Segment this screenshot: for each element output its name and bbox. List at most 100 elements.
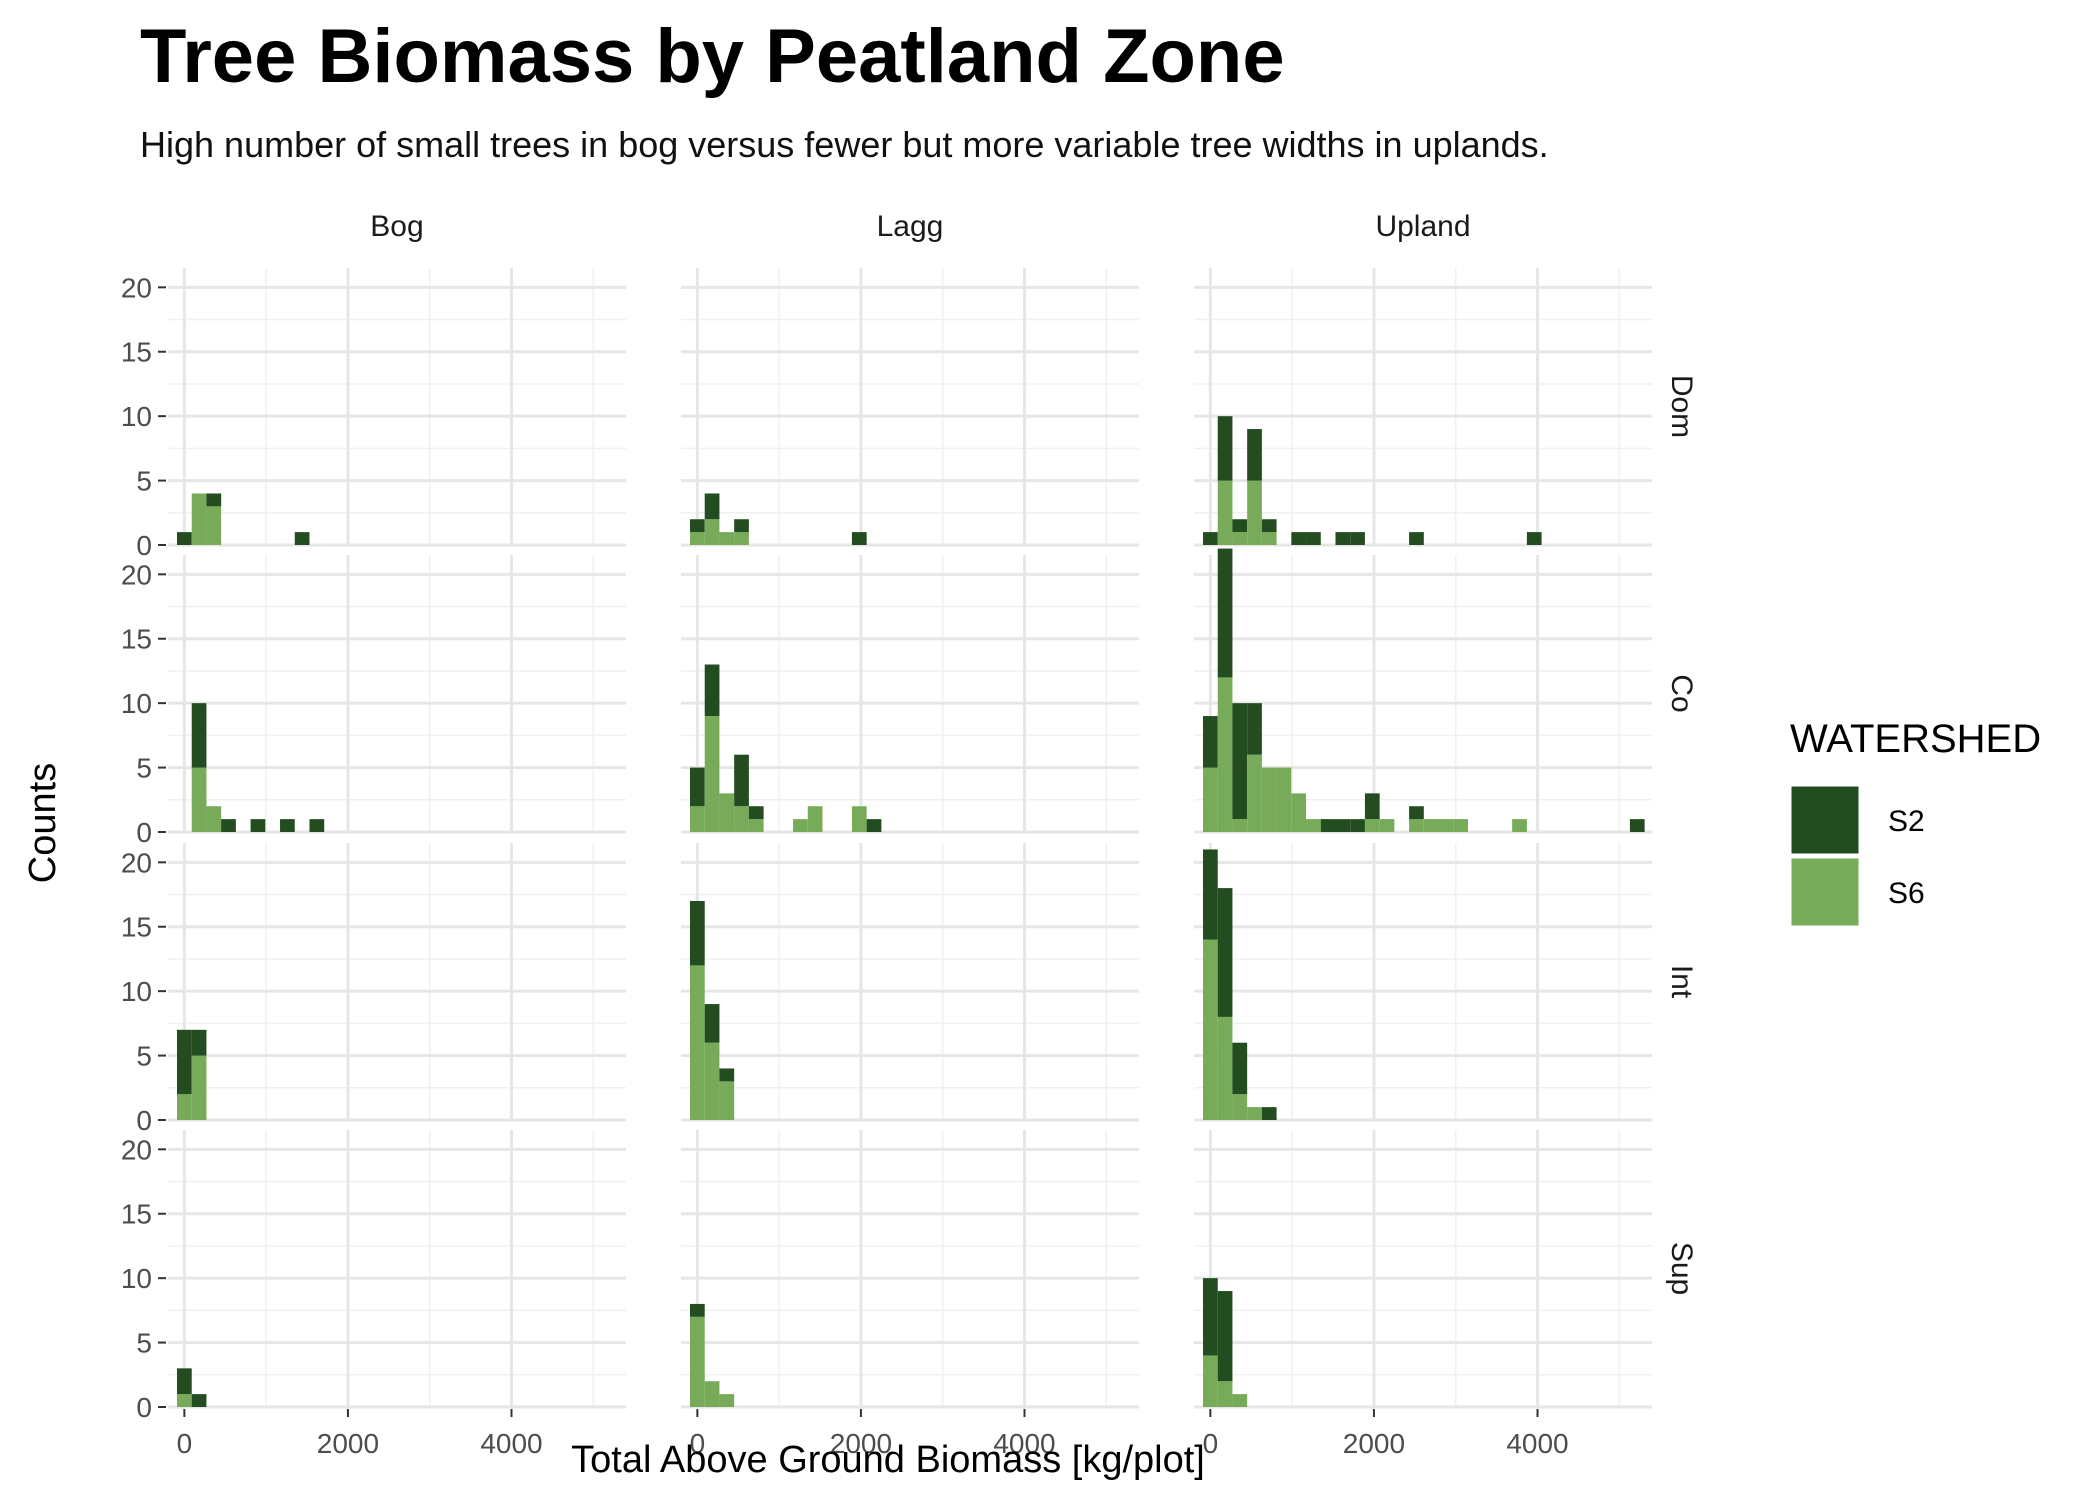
bar-s2: [1409, 806, 1424, 820]
y-tick-label: 0: [136, 817, 152, 848]
bar-s6: [1261, 532, 1277, 545]
bar-s2: [1247, 429, 1262, 481]
bar-s2: [250, 819, 266, 832]
bar-s6: [689, 532, 705, 545]
bar-s2: [176, 1029, 192, 1095]
bar-s2: [1232, 703, 1248, 820]
bar-s6: [1276, 767, 1292, 832]
panel-dom-upland: [1194, 268, 1652, 547]
bar-s2: [1350, 532, 1365, 545]
bar-s6: [1364, 819, 1380, 832]
bar-s2: [191, 703, 207, 768]
bar-s2: [1232, 519, 1248, 533]
bar-s6: [1423, 819, 1439, 832]
legend: WATERSHED S2 S6: [1788, 717, 2041, 929]
bar-s6: [1232, 1394, 1248, 1407]
bar-s2: [1364, 793, 1380, 820]
y-tick-label: 0: [136, 1392, 152, 1423]
bar-s6: [1247, 754, 1262, 832]
bar-s2: [1217, 416, 1233, 481]
bar-s2: [851, 532, 867, 545]
bar-s6: [1409, 819, 1424, 832]
legend-label-s2: S2: [1888, 805, 1925, 838]
y-tick-label: 10: [121, 401, 152, 432]
legend-key-s6: [1788, 855, 1862, 929]
legend-key-s2: [1788, 783, 1862, 857]
bar-s2: [1232, 1042, 1248, 1095]
bar-s2: [176, 532, 192, 545]
bar-s6: [191, 767, 207, 832]
bar-s2: [689, 900, 705, 966]
bar-s6: [704, 716, 720, 832]
bar-s6: [851, 806, 867, 832]
y-tick-label: 10: [121, 976, 152, 1007]
bar-s2: [1335, 819, 1351, 832]
x-axis-title: Total Above Ground Biomass [kg/plot]: [571, 1439, 1205, 1481]
bar-s6: [1202, 1355, 1218, 1407]
bar-s6: [689, 1316, 705, 1407]
y-tick-label: 15: [121, 337, 152, 368]
panel-int-upland: [1194, 843, 1652, 1122]
bar-s6: [1453, 819, 1468, 832]
y-tick-label: 5: [136, 1328, 152, 1359]
x-tick-label: 2000: [830, 1428, 892, 1459]
bar-s2: [280, 819, 295, 832]
bar-s6: [1438, 819, 1454, 832]
bar-s6: [1217, 480, 1233, 545]
strip-label-co: Co: [1665, 674, 1698, 712]
bar-s2: [1306, 532, 1321, 545]
y-tick-label: 5: [136, 466, 152, 497]
bar-s6: [1217, 1016, 1233, 1120]
y-tick-label: 0: [136, 530, 152, 561]
y-tick-label: 20: [121, 272, 152, 303]
bar-s2: [1261, 1107, 1277, 1120]
x-tick-label: 4000: [480, 1428, 542, 1459]
bar-s6: [689, 806, 705, 832]
bar-s2: [294, 532, 310, 545]
strip-label-int: Int: [1665, 965, 1698, 999]
bar-s2: [1202, 716, 1218, 768]
legend-label-s6: S6: [1888, 877, 1925, 910]
x-tick-label: 4000: [993, 1428, 1055, 1459]
chart-subtitle: High number of small trees in bog versus…: [140, 124, 1549, 165]
y-tick-label: 5: [136, 1041, 152, 1072]
bar-s2: [1247, 703, 1262, 755]
x-tick-label: 4000: [1506, 1428, 1568, 1459]
bar-s6: [176, 1094, 192, 1120]
panel-co-upland: [1194, 548, 1652, 834]
bar-s2: [704, 493, 720, 520]
strip-label-sup: Sup: [1665, 1242, 1698, 1295]
bar-s2: [734, 519, 749, 533]
bar-s6: [1512, 819, 1527, 832]
bar-s6: [1232, 1094, 1248, 1120]
panel-co-lagg: [681, 555, 1139, 834]
bar-s2: [309, 819, 325, 832]
strip-label-upland: Upland: [1375, 210, 1470, 243]
bar-s6: [719, 532, 735, 545]
bar-s6: [1217, 677, 1233, 832]
panel-int-bog: 0 5 10 15 20: [121, 843, 626, 1136]
bar-s6: [206, 506, 222, 545]
facet-panels: Bog Lagg UplandDomCoIntSup0510152005101520…: [121, 210, 1698, 1459]
bar-s6: [1202, 767, 1218, 832]
bar-s6: [1232, 819, 1248, 832]
bar-s2: [1320, 819, 1336, 832]
panel-co-bog: 0 5 10 15 20: [121, 555, 626, 848]
y-tick-label: 20: [121, 559, 152, 590]
bar-s6: [1247, 480, 1262, 545]
bar-s6: [1291, 793, 1307, 832]
bar-s2: [191, 1394, 207, 1407]
bar-s2: [734, 754, 749, 807]
bar-s6: [704, 1381, 720, 1407]
y-tick-label: 5: [136, 753, 152, 784]
y-tick-label: 15: [121, 912, 152, 943]
bar-s2: [689, 767, 705, 807]
strip-label-bog: Bog: [370, 210, 423, 243]
bar-s6: [719, 793, 735, 832]
x-tick-label: 2000: [1343, 1428, 1405, 1459]
bar-s2: [1202, 1278, 1218, 1356]
bar-s2: [1217, 548, 1233, 678]
bar-s2: [1261, 519, 1277, 533]
bar-s2: [719, 1068, 735, 1082]
